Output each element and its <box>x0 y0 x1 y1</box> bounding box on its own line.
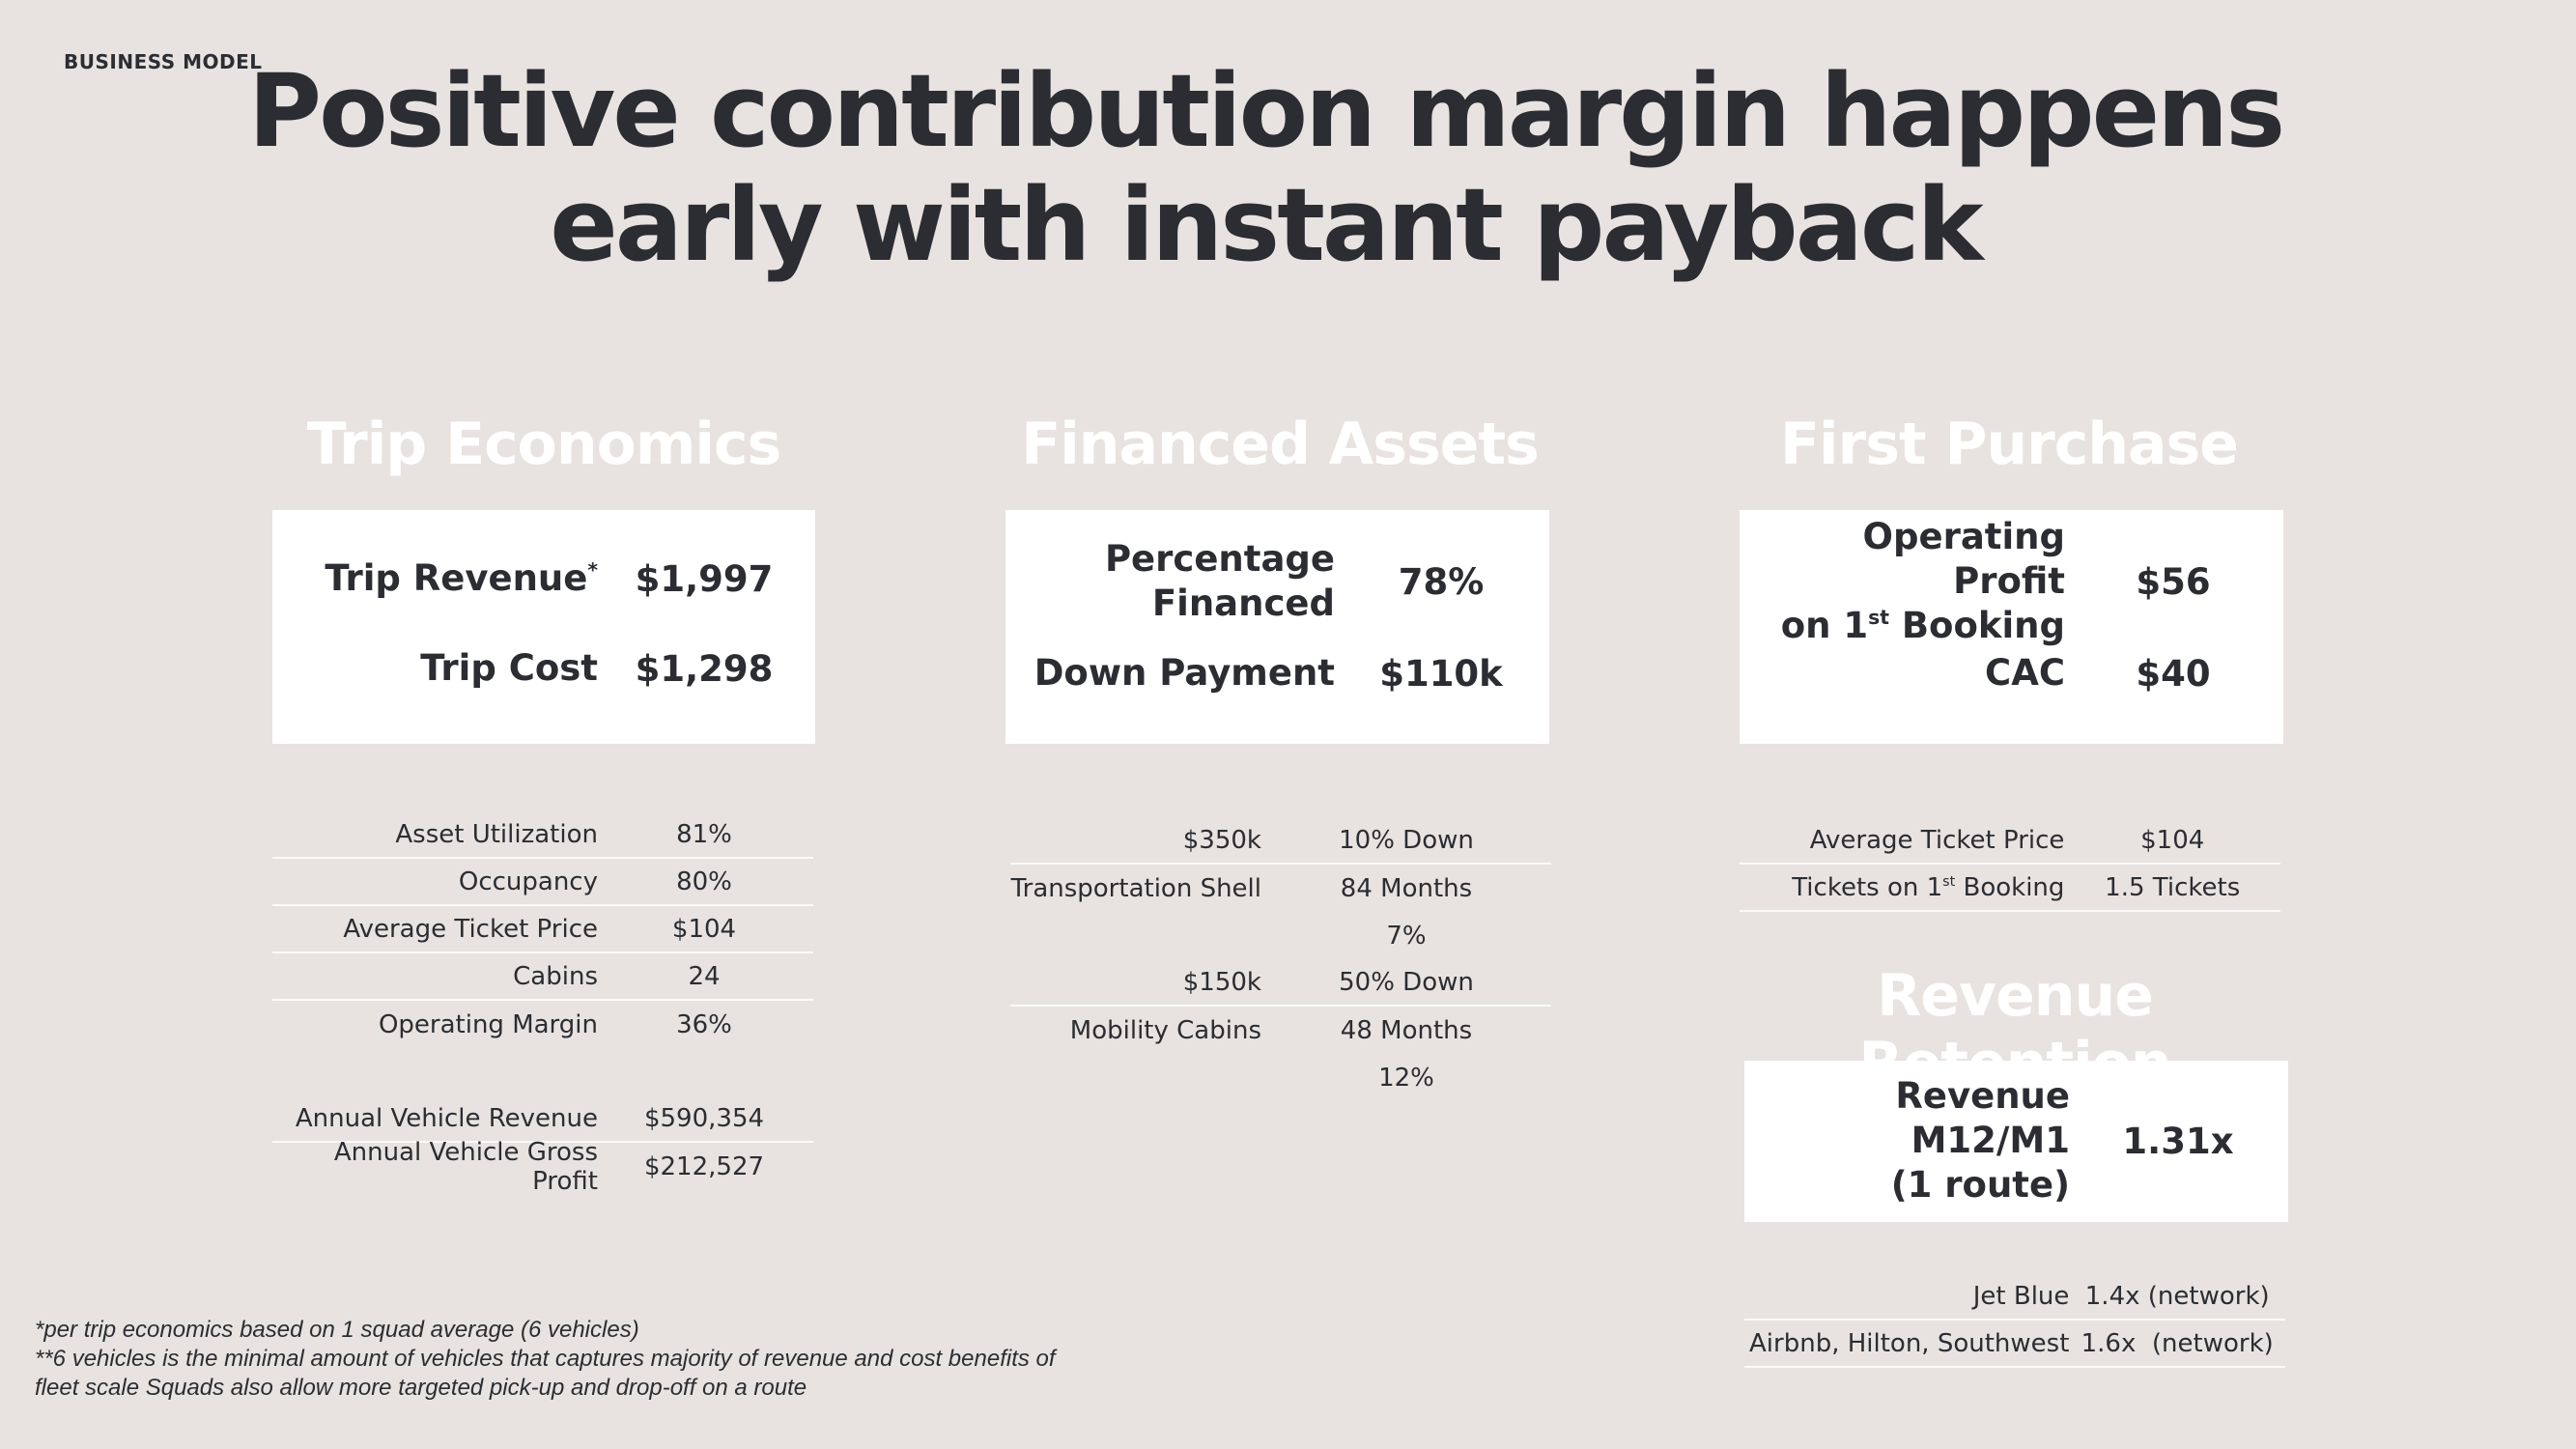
footnote-1: *per trip economics based on 1 squad ave… <box>35 1317 639 1343</box>
table-row: 12% <box>1378 1063 1434 1093</box>
table-row: $350k 10% Down <box>1010 817 1551 865</box>
first-purchase-heading: First Purchase <box>1780 411 2239 478</box>
title-line-1: Positive contribution margin happens <box>247 52 2285 170</box>
financed-assets-table: $350k 10% Down Transportation Shell 84 M… <box>1010 817 1551 1107</box>
trip-cost-value: $1,298 <box>635 647 774 690</box>
down-payment-row: Down Payment $110k <box>1005 651 1549 696</box>
trip-revenue-value: $1,997 <box>635 557 774 600</box>
revenue-m12-row: Revenue M12/M1 (1 route) 1.31x <box>1744 1075 2288 1206</box>
trip-revenue-row: Trip Revenue* $1,997 <box>272 556 815 601</box>
revenue-m12-label: Revenue M12/M1 (1 route) <box>1890 1075 2070 1206</box>
footnote-3: fleet scale Squads also allow more targe… <box>35 1375 807 1401</box>
table-row: Occupancy 80% <box>272 859 813 906</box>
table-row: Airbnb, Hilton, Southwest 1.6x (network) <box>1744 1321 2285 1368</box>
table-row: Transportation Shell 84 Months <box>1010 873 1473 903</box>
trip-economics-card: Trip Revenue* $1,997 Trip Cost $1,298 <box>272 510 815 744</box>
operating-profit-label: Operating Profit on 1st Booking <box>1780 516 2065 646</box>
table-row: Average Ticket Price $104 <box>1740 817 2280 865</box>
revenue-m12-value: 1.31x <box>2122 1120 2234 1162</box>
percentage-financed-row: Percentage Financed 78% <box>1005 537 1549 626</box>
financed-assets-card: Percentage Financed 78% Down Payment $11… <box>1005 510 1549 744</box>
table-row: Operating Margin 36% <box>378 1009 732 1039</box>
table-row: Cabins 24 <box>272 953 813 1001</box>
trip-revenue-label: Trip Revenue <box>325 557 588 599</box>
operating-profit-value: $56 <box>2136 560 2211 603</box>
table-row: 7% <box>1386 921 1427 951</box>
section-tag: BUSINESS MODEL <box>64 50 263 73</box>
cac-value: $40 <box>2136 652 2211 695</box>
first-purchase-card: Operating Profit on 1st Booking $56 CAC … <box>1740 510 2283 744</box>
cac-row: CAC $40 <box>1740 651 2283 696</box>
financed-assets-heading: Financed Assets <box>1021 411 1540 478</box>
percentage-financed-label: Percentage Financed <box>1104 538 1335 624</box>
trip-cost-row: Trip Cost $1,298 <box>272 646 815 691</box>
footnotes: *per trip economics based on 1 squad ave… <box>35 1316 1056 1403</box>
table-row: Asset Utilization 81% <box>272 811 813 859</box>
title-line-2: early with instant payback <box>550 166 1983 284</box>
cac-label: CAC <box>1985 652 2065 694</box>
footnote-2: **6 vehicles is the minimal amount of ve… <box>35 1346 1056 1372</box>
percentage-financed-value: 78% <box>1398 560 1485 603</box>
trip-cost-label: Trip Cost <box>420 647 598 689</box>
table-row: Tickets on 1st Booking 1.5 Tickets <box>1740 865 2280 912</box>
table-row: Annual Vehicle Gross Profit $212,527 <box>333 1137 765 1196</box>
revenue-retention-table: Jet Blue 1.4x (network) Airbnb, Hilton, … <box>1744 1273 2285 1370</box>
table-row: Mobility Cabins 48 Months <box>1069 1015 1473 1045</box>
down-payment-label: Down Payment <box>1033 652 1335 694</box>
page-title: Positive contribution margin happens ear… <box>0 54 2531 282</box>
first-purchase-table: Average Ticket Price $104 Tickets on 1st… <box>1740 817 2280 914</box>
revenue-retention-card: Revenue M12/M1 (1 route) 1.31x <box>1744 1061 2288 1222</box>
table-row: Annual Vehicle Revenue $590,354 <box>272 1095 813 1143</box>
trip-economics-table: Asset Utilization 81% Occupancy 80% Aver… <box>272 811 813 1198</box>
operating-profit-row: Operating Profit on 1st Booking $56 <box>1740 516 2283 646</box>
down-payment-value: $110k <box>1379 652 1503 695</box>
trip-economics-heading: Trip Economics <box>306 411 781 478</box>
table-row: $150k 50% Down <box>1010 959 1551 1007</box>
table-row: Average Ticket Price $104 <box>272 906 813 953</box>
table-row: Jet Blue 1.4x (network) <box>1744 1273 2285 1321</box>
